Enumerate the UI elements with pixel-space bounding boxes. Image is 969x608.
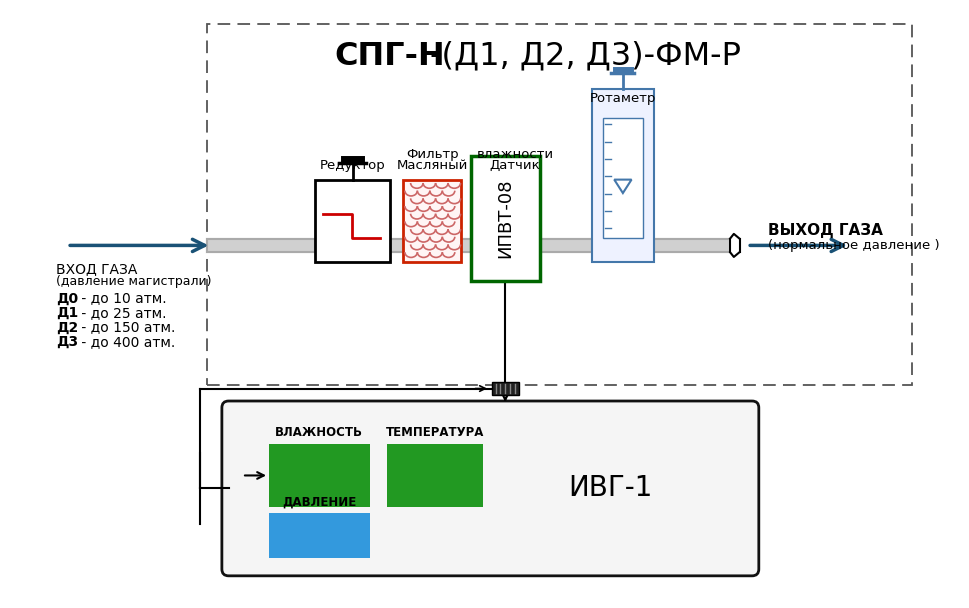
Text: ТЕМПЕРАТУРА: ТЕМПЕРАТУРА — [386, 426, 484, 440]
Bar — [540, 239, 591, 252]
Text: СПГ-Н: СПГ-Н — [334, 41, 445, 72]
Text: ВЫХОД ГАЗА: ВЫХОД ГАЗА — [767, 223, 883, 238]
Bar — [460, 239, 470, 252]
Bar — [491, 382, 518, 395]
Text: - до 25 атм.: - до 25 атм. — [77, 306, 166, 320]
Text: Ротаметр: Ротаметр — [589, 92, 655, 105]
Bar — [403, 180, 460, 261]
Text: ИПВТ-08: ИПВТ-08 — [496, 179, 514, 258]
Bar — [268, 513, 369, 558]
Text: Д1: Д1 — [55, 306, 78, 320]
Text: Масляный: Масляный — [396, 159, 467, 172]
Text: (нормальное давление ): (нормальное давление ) — [767, 239, 939, 252]
Text: - до 400 атм.: - до 400 атм. — [77, 335, 175, 349]
Polygon shape — [729, 237, 740, 254]
Text: ИВГ-1: ИВГ-1 — [568, 474, 652, 502]
FancyBboxPatch shape — [222, 401, 758, 576]
Bar — [470, 156, 540, 281]
Text: Редуктор: Редуктор — [320, 159, 385, 172]
Bar — [603, 118, 641, 238]
Bar — [387, 444, 483, 506]
Text: -(Д1, Д2, Д3)-ФМ-Р: -(Д1, Д2, Д3)-ФМ-Р — [430, 41, 740, 72]
Text: влажности: влажности — [476, 148, 553, 161]
Text: - до 10 атм.: - до 10 атм. — [77, 291, 167, 305]
Bar — [315, 180, 390, 261]
Text: Д3: Д3 — [55, 335, 78, 349]
Text: Датчик: Датчик — [489, 159, 540, 172]
Bar — [206, 239, 315, 252]
Text: ВЛАЖНОСТЬ: ВЛАЖНОСТЬ — [275, 426, 363, 440]
Bar — [591, 89, 653, 261]
Text: ВХОД ГАЗА: ВХОД ГАЗА — [55, 261, 137, 276]
Text: ДАВЛЕНИЕ: ДАВЛЕНИЕ — [282, 496, 357, 508]
Text: (давление магистрали): (давление магистрали) — [55, 275, 211, 288]
Bar — [653, 239, 730, 252]
Text: Д2: Д2 — [55, 320, 78, 334]
Bar — [268, 444, 369, 506]
Text: Фильтр: Фильтр — [405, 148, 458, 161]
Text: - до 150 атм.: - до 150 атм. — [77, 320, 175, 334]
Bar — [206, 24, 912, 385]
Text: Д0: Д0 — [55, 291, 78, 305]
Bar — [390, 239, 403, 252]
Bar — [206, 239, 730, 252]
